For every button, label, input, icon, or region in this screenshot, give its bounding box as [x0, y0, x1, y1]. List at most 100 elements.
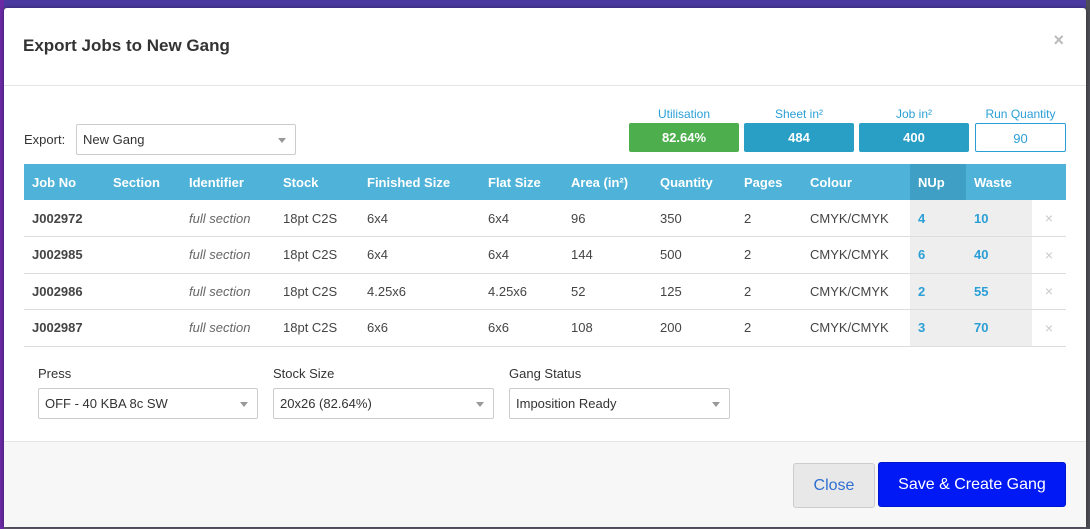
jobs-table: Job No Section Identifier Stock Finished… — [24, 164, 1066, 347]
identifier-cell: full section — [181, 273, 275, 310]
finished-size-cell: 4.25x6 — [359, 273, 480, 310]
quantity-cell: 125 — [652, 273, 736, 310]
export-select[interactable]: New Gang — [76, 124, 296, 155]
col-pages: Pages — [736, 164, 802, 200]
col-finished-size: Finished Size — [359, 164, 480, 200]
identifier-cell: full section — [181, 236, 275, 274]
waste-cell[interactable]: 40 — [966, 236, 1032, 274]
colour-cell: CMYK/CMYK — [802, 273, 910, 310]
quantity-cell: 500 — [652, 236, 736, 274]
pages-cell: 2 — [736, 309, 802, 347]
flat-size-cell: 6x6 — [480, 309, 563, 347]
nup-cell[interactable]: 2 — [910, 273, 966, 310]
pages-cell: 2 — [736, 236, 802, 274]
col-job-no: Job No — [24, 164, 105, 200]
colour-cell: CMYK/CMYK — [802, 236, 910, 274]
identifier-cell: full section — [181, 200, 275, 237]
press-label: Press — [38, 366, 72, 381]
pages-cell: 2 — [736, 200, 802, 237]
gang-status-select-value: Imposition Ready — [516, 396, 617, 411]
stat-sheet-area-label: Sheet in² — [774, 107, 824, 121]
modal-header: Export Jobs to New Gang × — [4, 8, 1086, 86]
area-cell: 96 — [563, 200, 652, 237]
area-cell: 144 — [563, 236, 652, 274]
col-waste: Waste — [966, 164, 1032, 200]
quantity-cell: 200 — [652, 309, 736, 347]
export-select-value: New Gang — [83, 132, 145, 147]
job-no-cell: J002986 — [24, 273, 105, 310]
stat-utilisation: Utilisation 82.64% — [629, 106, 739, 152]
backdrop-strip-left — [0, 0, 4, 529]
stock-cell: 18pt C2S — [275, 200, 359, 237]
col-stock: Stock — [275, 164, 359, 200]
col-identifier: Identifier — [181, 164, 275, 200]
press-select-value: OFF - 40 KBA 8c SW — [45, 396, 168, 411]
waste-cell[interactable]: 10 — [966, 200, 1032, 237]
run-quantity-input[interactable]: 90 — [975, 123, 1066, 152]
identifier-cell: full section — [181, 309, 275, 347]
area-cell: 52 — [563, 273, 652, 310]
table-row: J002986 full section 18pt C2S 4.25x6 4.2… — [24, 273, 1066, 310]
section-cell — [105, 273, 181, 310]
press-select[interactable]: OFF - 40 KBA 8c SW — [38, 388, 258, 419]
colour-cell: CMYK/CMYK — [802, 309, 910, 347]
remove-row-icon[interactable]: × — [1032, 309, 1066, 347]
remove-row-icon[interactable]: × — [1032, 273, 1066, 310]
remove-row-icon[interactable]: × — [1032, 236, 1066, 274]
modal-footer: Close Save & Create Gang — [4, 441, 1086, 527]
table-row: J002985 full section 18pt C2S 6x4 6x4 14… — [24, 236, 1066, 274]
stock-size-label: Stock Size — [273, 366, 335, 381]
flat-size-cell: 6x4 — [480, 236, 563, 274]
col-colour: Colour — [802, 164, 910, 200]
export-jobs-modal: Export Jobs to New Gang × Export: New Ga… — [4, 8, 1086, 527]
stat-sheet-area-value: 484 — [744, 123, 854, 152]
nup-cell[interactable]: 3 — [910, 309, 966, 347]
col-area: Area (in²) — [563, 164, 652, 200]
col-remove — [1032, 164, 1066, 200]
chevron-down-icon — [476, 402, 484, 407]
stat-run-quantity-label: Run Quantity — [985, 107, 1056, 121]
remove-row-icon[interactable]: × — [1032, 200, 1066, 237]
close-button[interactable]: Close — [793, 463, 875, 508]
area-cell: 108 — [563, 309, 652, 347]
finished-size-cell: 6x6 — [359, 309, 480, 347]
stock-cell: 18pt C2S — [275, 236, 359, 274]
export-label: Export: — [24, 132, 66, 147]
job-no-cell: J002985 — [24, 236, 105, 274]
backdrop-strip-top — [0, 0, 1090, 8]
chevron-down-icon — [240, 402, 248, 407]
table-row: J002987 full section 18pt C2S 6x6 6x6 10… — [24, 309, 1066, 347]
flat-size-cell: 4.25x6 — [480, 273, 563, 310]
table-header-row: Job No Section Identifier Stock Finished… — [24, 164, 1066, 200]
stock-cell: 18pt C2S — [275, 273, 359, 310]
colour-cell: CMYK/CMYK — [802, 200, 910, 237]
stat-job-area-label: Job in² — [895, 107, 933, 121]
stat-job-area: Job in² 400 — [859, 106, 969, 152]
section-cell — [105, 236, 181, 274]
nup-cell[interactable]: 4 — [910, 200, 966, 237]
waste-cell[interactable]: 55 — [966, 273, 1032, 310]
section-cell — [105, 309, 181, 347]
job-no-cell: J002987 — [24, 309, 105, 347]
flat-size-cell: 6x4 — [480, 200, 563, 237]
col-flat-size: Flat Size — [480, 164, 563, 200]
pages-cell: 2 — [736, 273, 802, 310]
stat-run-quantity: Run Quantity 90 — [975, 106, 1066, 152]
stat-utilisation-value: 82.64% — [629, 123, 739, 152]
stock-size-select[interactable]: 20x26 (82.64%) — [273, 388, 494, 419]
stat-utilisation-label: Utilisation — [657, 107, 711, 121]
quantity-cell: 350 — [652, 200, 736, 237]
col-nup: NUp — [910, 164, 966, 200]
waste-cell[interactable]: 70 — [966, 309, 1032, 347]
save-create-gang-button[interactable]: Save & Create Gang — [878, 462, 1066, 507]
gang-status-label: Gang Status — [509, 366, 582, 381]
backdrop-strip-right — [1086, 0, 1090, 529]
gang-status-select[interactable]: Imposition Ready — [509, 388, 730, 419]
stat-sheet-area: Sheet in² 484 — [744, 106, 854, 152]
close-icon[interactable]: × — [1053, 30, 1064, 50]
stock-size-select-value: 20x26 (82.64%) — [280, 396, 372, 411]
col-section: Section — [105, 164, 181, 200]
nup-cell[interactable]: 6 — [910, 236, 966, 274]
finished-size-cell: 6x4 — [359, 236, 480, 274]
stat-job-area-value: 400 — [859, 123, 969, 152]
